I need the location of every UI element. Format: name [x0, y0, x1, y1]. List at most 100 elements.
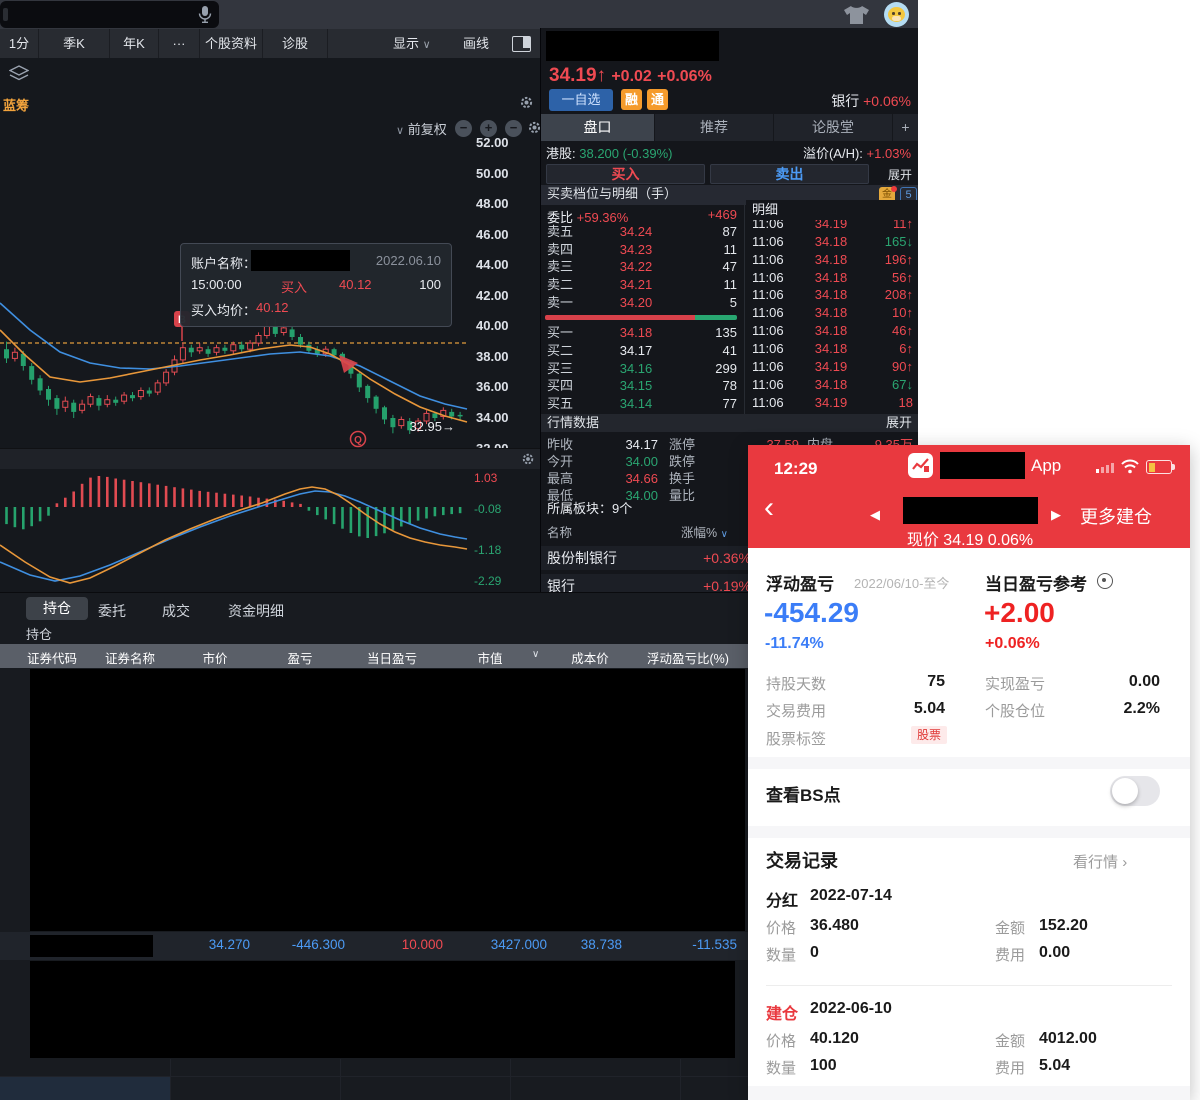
display-menu-button[interactable]: 显示 ∨	[393, 36, 431, 51]
record-kv-label: 价格	[766, 920, 797, 937]
tshirt-icon[interactable]	[843, 5, 870, 25]
next-stock-arrow[interactable]: ▶	[1051, 507, 1061, 522]
toolbar-button-2[interactable]: 年K	[110, 29, 159, 58]
market-expand-button[interactable]: 展开	[885, 415, 912, 430]
panel-layout-toggle-icon[interactable]	[512, 36, 531, 52]
col-header-5[interactable]: 市值	[477, 652, 503, 666]
chevron-down-icon[interactable]: ∨	[532, 649, 540, 660]
orderbook-row[interactable]: 买一 34.18 135	[541, 325, 741, 340]
gear-icon[interactable]	[527, 120, 542, 135]
adjust-mode-selector[interactable]: ∨ 前复权	[396, 122, 447, 137]
view-quote-link[interactable]: 看行情 ›	[1073, 854, 1128, 871]
prev-stock-arrow[interactable]: ◀	[870, 507, 880, 522]
toolbar-button-3[interactable]: ···	[159, 29, 200, 58]
tick-volume: 18	[898, 394, 913, 410]
bs-points-label: 查看BS点	[766, 786, 841, 805]
tick-row: 11:06 34.19 18	[746, 395, 916, 410]
eye-icon[interactable]	[1097, 573, 1113, 589]
quote-tab-推荐[interactable]: 推荐	[655, 114, 774, 141]
tick-row: 11:06 34.18 10↑	[746, 305, 916, 320]
bottom-tab-委托[interactable]: 委托	[98, 603, 126, 619]
orderbook-row[interactable]: 卖三 34.22 47	[541, 259, 741, 274]
indicator-panel-header	[0, 448, 540, 469]
status-time: 12:29	[774, 459, 818, 478]
detail-header: 明细	[746, 200, 918, 220]
toolbar-button-4[interactable]: 个股资料	[200, 29, 263, 58]
bottom-tab-成交[interactable]: 成交	[162, 603, 190, 619]
record-kv-value: 4012.00	[1039, 1030, 1097, 1047]
orderbook-row[interactable]: 买五 34.14 77	[541, 396, 741, 411]
back-button[interactable]: ‹	[764, 491, 774, 524]
level-volume: 11	[723, 277, 738, 293]
level-price: 34.15	[619, 378, 653, 394]
gear-icon[interactable]	[521, 452, 535, 466]
tick-price: 34.18	[814, 340, 848, 356]
float-pl-label: 浮动盈亏	[766, 575, 834, 594]
mobile-app-window: 12:29 App ‹ ◀ ▶	[748, 445, 1190, 1100]
indicator-tick: -2.29	[474, 574, 502, 588]
sector-change: +0.19%	[703, 578, 751, 592]
candlestick-chart[interactable]: B32.95→Q	[0, 140, 540, 448]
subtab-positions[interactable]: 持仓	[26, 627, 53, 642]
orderbook-row[interactable]: 卖四 34.23 11	[541, 242, 741, 257]
expand-trade-button[interactable]: 展开	[887, 168, 912, 182]
bs-points-toggle[interactable]	[1110, 776, 1160, 806]
svg-text:Q: Q	[354, 435, 362, 446]
market-label: 今开	[547, 454, 574, 469]
quote-tab-盘口[interactable]: 盘口	[541, 114, 655, 141]
price-tick: 52.00	[476, 135, 509, 150]
user-avatar[interactable]	[884, 2, 909, 27]
microphone-icon[interactable]	[197, 5, 213, 24]
tooltip-time: 15:00:00	[191, 277, 242, 292]
indicator-tick: -1.18	[474, 543, 502, 557]
orderbook-row[interactable]: 买二 34.17 41	[541, 343, 741, 358]
bottom-tab-资金明细[interactable]: 资金明细	[228, 603, 284, 619]
market-value: 34.17	[625, 437, 658, 452]
zoom-in-button[interactable]: +	[480, 120, 497, 137]
orderbook-row[interactable]: 卖二 34.21 11	[541, 277, 741, 292]
gear-icon[interactable]	[519, 95, 534, 110]
market-label: 昨收	[547, 437, 574, 452]
kv-value: 2.2%	[1123, 700, 1160, 717]
svg-text:32.95→: 32.95→	[409, 419, 455, 434]
orderbook-row[interactable]: 卖五 34.24 87	[541, 224, 741, 239]
toolbar-button-1[interactable]: 季K	[39, 29, 110, 58]
zoom-out-button[interactable]: −	[455, 120, 472, 137]
kv-label: 实现盈亏	[985, 676, 1046, 693]
more-position-button[interactable]: 更多建仓	[1080, 507, 1152, 527]
collapse-button[interactable]: −	[505, 120, 522, 137]
toolbar-button-5[interactable]: 诊股	[263, 29, 328, 58]
industry-tag[interactable]: 银行 +0.06%	[831, 93, 911, 109]
quote-tab-论股堂[interactable]: 论股堂	[774, 114, 893, 141]
sector-col-change[interactable]: 涨幅% ∨	[681, 526, 728, 540]
bottom-tab-持仓[interactable]: 持仓	[26, 597, 88, 620]
orderbook-row[interactable]: 买四 34.15 78	[541, 378, 741, 393]
level-label: 买四	[547, 378, 574, 394]
sell-button[interactable]: 卖出	[710, 164, 869, 184]
cell-value: 10.000	[401, 937, 443, 952]
watchlist-button[interactable]: 一自选	[549, 89, 613, 111]
orderbook-row[interactable]: 买三 34.16 299	[541, 361, 741, 376]
toolbar-button-0[interactable]: 1分	[0, 29, 39, 58]
tick-row: 11:06 34.18 67↓	[746, 377, 916, 392]
sector-name: 银行	[547, 578, 575, 592]
macd-indicator-chart[interactable]	[0, 468, 540, 590]
layers-icon[interactable]	[9, 65, 29, 83]
tick-price: 34.18	[814, 305, 848, 321]
orderbook-row[interactable]: 卖一 34.20 5	[541, 295, 741, 310]
tick-volume: 46↑	[892, 323, 913, 339]
record-kv-value: 0	[810, 944, 819, 961]
draw-line-button[interactable]: 画线	[463, 36, 490, 51]
tick-row: 11:06 34.18 196↑	[746, 252, 916, 267]
level-price: 34.20	[619, 294, 653, 310]
record-kv-label: 价格	[766, 1033, 797, 1050]
add-tab-button[interactable]: +	[893, 114, 918, 141]
tick-row: 11:06 34.18 165↓	[746, 234, 916, 249]
search-input[interactable]	[0, 1, 219, 28]
col-header-7: 浮动盈亏比(%)	[647, 652, 729, 666]
level-volume: 41	[722, 342, 737, 358]
tick-volume: 196↑	[884, 251, 913, 267]
buy-button[interactable]: 买入	[546, 164, 705, 184]
tick-price: 34.18	[814, 233, 848, 249]
market-row: 最高 34.66 换手	[541, 471, 913, 487]
